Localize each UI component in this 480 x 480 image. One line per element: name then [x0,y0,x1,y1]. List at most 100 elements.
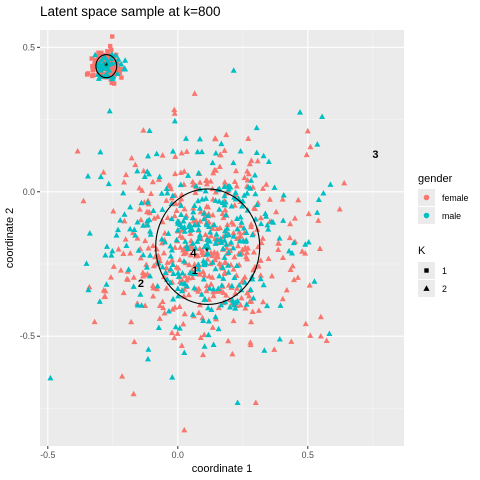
legend-title-gender: gender [418,173,453,185]
legend-label-male: male [442,211,461,221]
data-point-triangle [238,219,245,225]
data-point-triangle [100,54,107,60]
data-point-triangle [305,239,312,245]
data-point-triangle [196,231,203,238]
data-point-triangle [137,254,144,261]
data-point-triangle [290,239,297,246]
data-point-triangle [139,187,146,193]
data-point-triangle [237,222,244,229]
data-point-triangle [92,51,99,58]
data-point-triangle [198,291,205,297]
data-point-triangle [257,275,264,282]
data-point-triangle [115,246,122,252]
data-point-triangle [279,295,286,302]
data-point-triangle [233,285,240,291]
data-point-triangle [153,246,160,252]
legend-label-female: female [442,193,469,203]
data-point-triangle [176,256,183,263]
data-point-triangle [240,225,247,231]
data-point-triangle [106,67,113,73]
data-point-triangle [196,205,203,211]
data-point-triangle [136,184,143,191]
data-point-triangle [320,190,327,196]
data-point-triangle [101,60,108,67]
data-point-triangle [80,197,87,204]
data-point-triangle [151,215,158,221]
data-point-triangle [251,205,258,212]
data-point-triangle [178,211,185,217]
data-point-triangle [131,338,138,345]
data-point-triangle [217,151,224,158]
data-point-triangle [220,275,227,281]
data-point-triangle [280,217,287,223]
data-point-triangle [195,169,202,176]
data-point-triangle [244,249,251,255]
data-point-triangle [216,272,223,279]
data-point-triangle [212,313,219,320]
data-point-triangle [225,269,232,275]
data-point-triangle [218,282,225,288]
data-point-triangle [271,184,278,190]
data-point-triangle [172,170,179,177]
data-point-triangle [239,203,246,209]
data-point-triangle [317,313,324,320]
data-point-triangle [311,278,318,284]
data-point-triangle [248,157,255,163]
data-point-triangle [247,341,254,348]
data-point-triangle [120,250,127,256]
data-point-triangle [149,178,156,185]
data-point-triangle [315,196,322,202]
data-point-triangle [146,127,153,133]
data-point-triangle [253,149,260,156]
data-point-triangle [165,308,172,314]
data-point-triangle [232,189,239,195]
data-point-triangle [207,178,214,184]
data-point-triangle [211,221,218,228]
data-point-triangle [182,214,189,220]
legend-label-k1: 1 [442,266,447,276]
data-point-triangle [169,148,176,154]
data-point-triangle [97,148,104,155]
data-point-triangle [191,284,198,291]
data-point-triangle [303,151,310,158]
data-point-triangle [217,235,224,242]
data-point-triangle [273,208,280,215]
data-point-triangle [233,262,240,268]
data-point-triangle [307,332,314,338]
data-point-triangle [177,181,184,188]
data-point-triangle [156,302,163,309]
data-point-triangle [200,260,207,267]
data-point-triangle [95,75,102,81]
data-point-triangle [119,373,126,379]
data-point-triangle [170,295,177,302]
data-point-triangle [110,207,117,214]
data-point-triangle [231,178,238,185]
data-point-triangle [163,285,170,291]
data-point-triangle [247,185,254,191]
data-point-triangle [200,317,207,323]
data-point-triangle [207,228,214,235]
data-point-triangle [205,318,212,324]
data-point-triangle [140,167,147,174]
data-point-triangle [241,273,248,280]
data-point-triangle [154,213,161,220]
data-point-triangle [158,190,165,196]
data-point-triangle [209,274,216,280]
data-point-triangle [96,298,103,304]
data-point-triangle [208,232,215,239]
data-point-triangle [275,239,282,246]
data-point-triangle [243,237,250,243]
data-point-triangle [279,254,286,261]
data-point-triangle [230,317,237,324]
data-point-triangle [217,224,224,231]
data-point-triangle [159,298,166,305]
data-point-triangle [204,241,211,247]
data-point-triangle [127,203,134,210]
data-point-triangle [171,212,178,219]
cluster-label: 3 [372,149,378,161]
data-point-triangle [176,303,183,309]
data-point-triangle [307,143,314,150]
data-points [47,34,348,433]
data-point-triangle [83,260,90,266]
data-point-triangle [205,304,212,311]
